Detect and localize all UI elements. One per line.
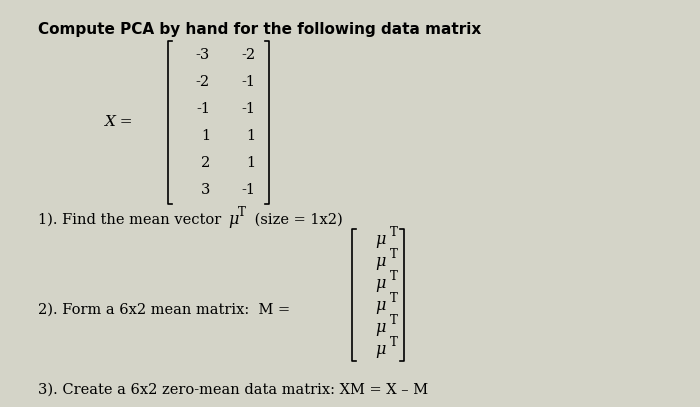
Text: T: T [390, 249, 398, 262]
Text: 1: 1 [201, 129, 210, 143]
Text: T: T [238, 206, 246, 219]
Text: T: T [390, 293, 398, 306]
Text: μ: μ [228, 212, 239, 228]
Text: Compute PCA by hand for the following data matrix: Compute PCA by hand for the following da… [38, 22, 482, 37]
Text: 1: 1 [246, 156, 255, 170]
Text: T: T [390, 315, 398, 328]
Text: -2: -2 [241, 48, 255, 62]
Text: T: T [390, 337, 398, 350]
Text: T: T [390, 227, 398, 239]
Text: -1: -1 [196, 102, 210, 116]
Text: μ: μ [374, 298, 385, 315]
Text: 3: 3 [201, 183, 210, 197]
Text: -1: -1 [241, 102, 255, 116]
Text: T: T [390, 271, 398, 284]
Text: (size = 1x2): (size = 1x2) [250, 213, 343, 227]
Text: μ: μ [374, 341, 385, 359]
Text: μ: μ [374, 254, 385, 271]
Text: -1: -1 [241, 75, 255, 89]
Text: 2: 2 [201, 156, 210, 170]
Text: μ: μ [374, 232, 385, 249]
Text: -2: -2 [196, 75, 210, 89]
Text: 1). Find the mean vector: 1). Find the mean vector [38, 213, 226, 227]
Text: μ: μ [374, 319, 385, 337]
Text: μ: μ [374, 276, 385, 293]
Text: 2). Form a 6x2 mean matrix:  M =: 2). Form a 6x2 mean matrix: M = [38, 303, 295, 317]
Text: 1: 1 [246, 129, 255, 143]
Text: 3). Create a 6x2 zero-mean data matrix: XM = X – M: 3). Create a 6x2 zero-mean data matrix: … [38, 383, 428, 397]
Text: X =: X = [104, 116, 133, 129]
Text: -1: -1 [241, 183, 255, 197]
Text: -3: -3 [196, 48, 210, 62]
